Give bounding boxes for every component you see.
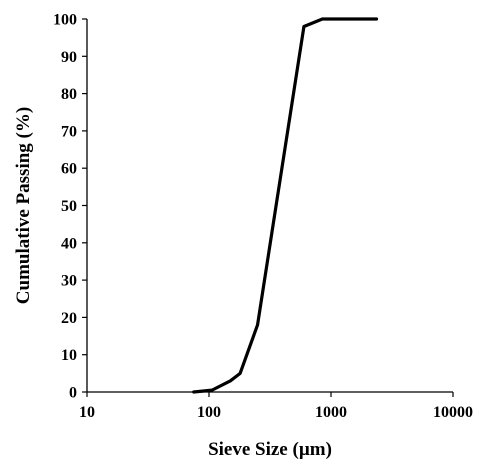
y-tick-label: 80 bbox=[61, 86, 77, 103]
y-axis-ticks: 0 10 20 30 40 50 60 70 80 90 100 bbox=[53, 12, 87, 402]
y-tick-label: 10 bbox=[61, 347, 77, 364]
y-tick-label: 20 bbox=[61, 310, 77, 327]
x-tick-label: 1000 bbox=[315, 404, 347, 421]
y-tick-label: 70 bbox=[61, 123, 77, 140]
x-axis-title: Sieve Size (µm) bbox=[208, 439, 332, 460]
y-tick-label: 100 bbox=[53, 12, 77, 29]
y-tick-label: 90 bbox=[61, 49, 77, 66]
x-tick-label: 10 bbox=[79, 404, 95, 421]
x-axis-ticks: 10 100 1000 10000 bbox=[79, 392, 473, 421]
y-tick-label: 60 bbox=[61, 161, 77, 178]
y-tick-label: 40 bbox=[61, 235, 77, 252]
x-tick-label: 10000 bbox=[433, 404, 473, 421]
y-axis-title: Cumulative Passing (%) bbox=[13, 107, 34, 304]
y-tick-label: 30 bbox=[61, 273, 77, 290]
y-tick-label: 0 bbox=[69, 385, 77, 402]
y-tick-label: 50 bbox=[61, 198, 77, 215]
x-tick-label: 100 bbox=[197, 404, 221, 421]
cumulative-passing-line bbox=[192, 17, 379, 394]
